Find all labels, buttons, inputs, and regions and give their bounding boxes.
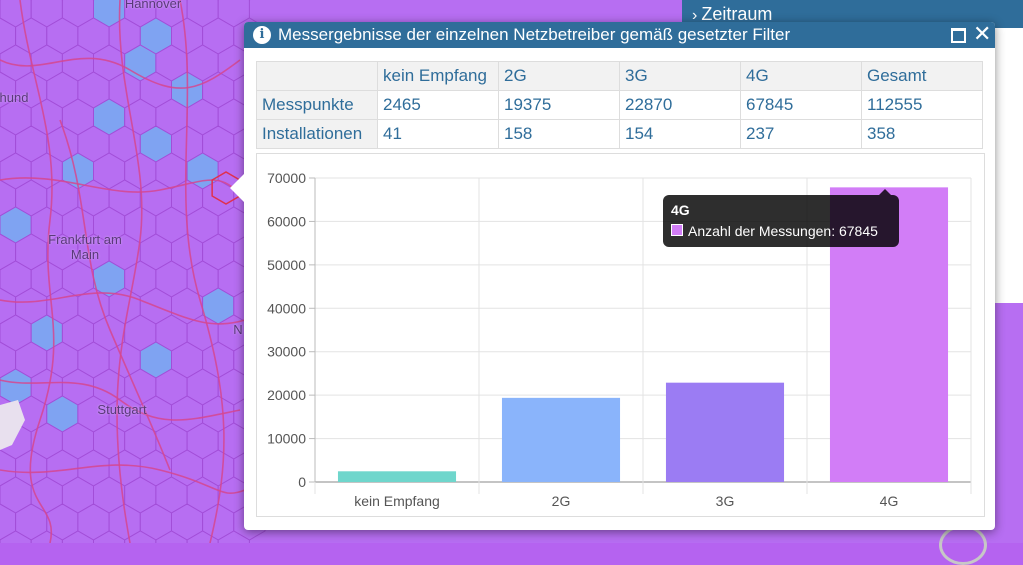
table-row: Messpunkte 2465 19375 22870 67845 112555 — [256, 90, 983, 120]
table-cell: 358 — [861, 119, 983, 149]
y-tick-label: 30000 — [267, 344, 306, 360]
y-tick-label: 20000 — [267, 387, 306, 403]
map-city-label: Hannover — [124, 0, 182, 11]
bar-chart: 0 10000 20000 30000 40000 50000 60000 70000 kein… — [256, 153, 985, 517]
table-cell: 237 — [740, 119, 862, 149]
table-header-cell: 3G — [619, 61, 741, 91]
bar-2g[interactable] — [501, 397, 621, 482]
table-cell: 41 — [377, 119, 499, 149]
map-city-label: Stuttgart — [97, 402, 147, 417]
table-header-cell: kein Empfang — [377, 61, 499, 91]
table-header-row: kein Empfang 2G 3G 4G Gesamt — [256, 61, 983, 91]
map-hex-cell — [93, 530, 126, 543]
map-city-label: hund — [0, 90, 29, 105]
tooltip-swatch — [671, 224, 683, 236]
map-road — [0, 292, 246, 325]
table-header-cell — [256, 61, 378, 91]
chevron-right-icon: › — [692, 7, 698, 24]
map-border-region — [0, 400, 25, 450]
map-hex-cell — [61, 530, 94, 543]
map-road — [0, 379, 241, 421]
table-cell: 112555 — [861, 90, 983, 120]
map-hex-cell — [217, 530, 250, 543]
popup-title: Messergebnisse der einzelnen Netzbetreib… — [278, 25, 791, 44]
side-panel-title: Zeitraum — [701, 4, 773, 24]
map-hex-cell — [0, 530, 32, 543]
tooltip-title: 4G — [671, 202, 690, 218]
x-tick-label: kein Empfang — [354, 493, 440, 509]
map-city-label: Frankfurt am Main — [48, 232, 122, 262]
x-tick-label: 2G — [552, 493, 571, 509]
bar-3g[interactable] — [665, 382, 785, 482]
map-road — [19, 0, 55, 543]
x-tick-label: 4G — [880, 493, 899, 509]
bar-kein-empfang[interactable] — [337, 471, 457, 482]
map-road — [0, 57, 241, 89]
table-cell: 2465 — [377, 90, 499, 120]
popup-titlebar: i Messergebnisse der einzelnen Netzbetre… — [244, 22, 995, 48]
table-row-label: Messpunkte — [256, 90, 378, 120]
map-road — [59, 119, 171, 471]
table-row-label: Installationen — [256, 119, 378, 149]
y-tick-label: 0 — [298, 474, 306, 490]
table-cell: 22870 — [619, 90, 741, 120]
table-cell: 19375 — [498, 90, 620, 120]
table-header-cell: Gesamt — [861, 61, 983, 91]
table-cell: 154 — [619, 119, 741, 149]
stats-table: kein Empfang 2G 3G 4G Gesamt Messpunkte … — [256, 61, 983, 149]
results-popup: i Messergebnisse der einzelnen Netzbetre… — [230, 22, 995, 530]
map-road — [179, 0, 225, 543]
tooltip-label: Anzahl der Messungen: 67845 — [688, 223, 878, 239]
y-tick-label: 70000 — [267, 170, 306, 186]
map-hex-cell — [30, 530, 63, 543]
maximize-icon[interactable] — [951, 28, 966, 43]
x-tick-label: 3G — [716, 493, 735, 509]
table-header-cell: 4G — [740, 61, 862, 91]
table-header-cell: 2G — [498, 61, 620, 91]
popup-pointer — [230, 174, 244, 202]
map-road — [0, 464, 246, 494]
y-tick-label: 40000 — [267, 300, 306, 316]
y-tick-label: 50000 — [267, 257, 306, 273]
info-icon: i — [253, 26, 271, 44]
map-city-label: N — [233, 322, 243, 337]
y-tick-label: 10000 — [267, 431, 306, 447]
map-hex-cell — [124, 530, 157, 543]
close-icon[interactable]: ✕ — [973, 22, 992, 47]
table-row: Installationen 41 158 154 237 358 — [256, 119, 983, 149]
tooltip-caret — [879, 189, 891, 195]
chart-tooltip: 4G Anzahl der Messungen: 67845 — [663, 189, 899, 247]
table-cell: 158 — [498, 119, 620, 149]
map-road — [0, 177, 246, 201]
map-hex-cell — [155, 530, 188, 543]
y-tick-label: 60000 — [267, 213, 306, 229]
map-road — [116, 0, 143, 543]
map-control-icon[interactable] — [939, 525, 987, 565]
table-cell: 67845 — [740, 90, 862, 120]
